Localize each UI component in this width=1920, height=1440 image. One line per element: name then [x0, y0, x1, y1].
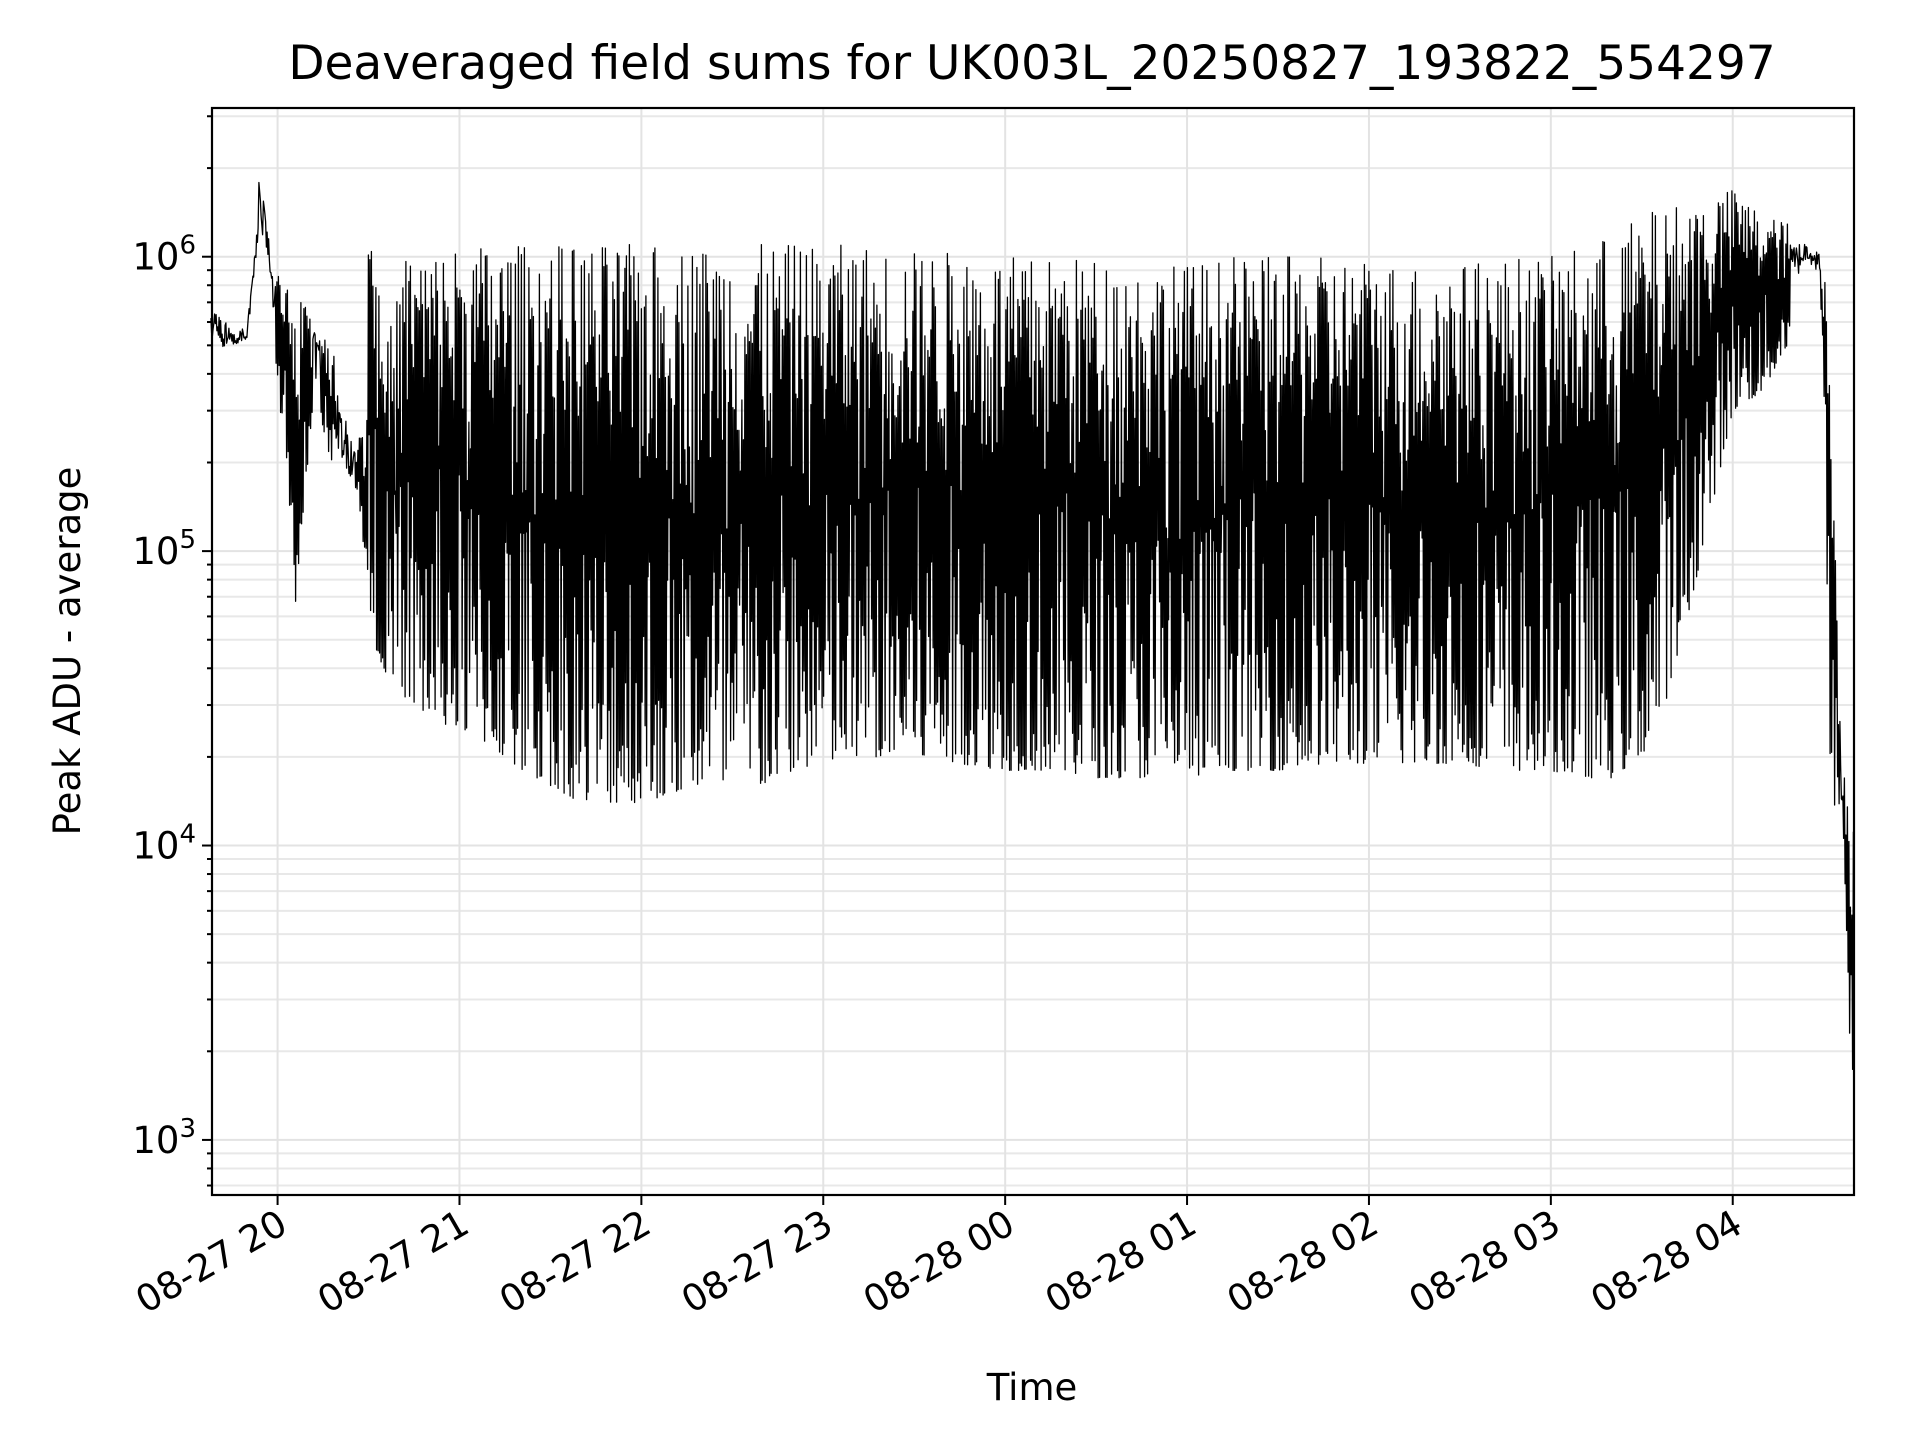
y-tick-label: 106: [132, 231, 196, 279]
y-axis-label: Peak ADU - average: [46, 467, 89, 836]
y-axis: 103 104 105 106: [132, 115, 212, 1187]
axes-frame: [210, 106, 1856, 1197]
x-axis-label: Time: [986, 1366, 1078, 1409]
y-tick-label: 103: [132, 1114, 196, 1162]
y-tick-label: 104: [132, 820, 196, 868]
series-line-0: [210, 181, 1855, 1071]
y-tick-label: 105: [132, 525, 196, 573]
chart-title: Deaveraged field sums for UK003L_2025082…: [288, 36, 1775, 91]
data-series: [210, 181, 1855, 1071]
